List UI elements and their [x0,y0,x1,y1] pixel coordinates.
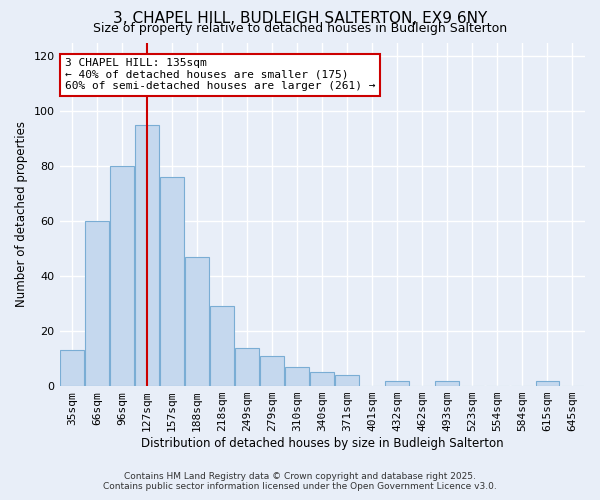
Bar [60,350,84,386]
Bar [210,306,234,386]
Bar [135,125,159,386]
Text: Size of property relative to detached houses in Budleigh Salterton: Size of property relative to detached ho… [93,22,507,35]
Text: Contains HM Land Registry data © Crown copyright and database right 2025.
Contai: Contains HM Land Registry data © Crown c… [103,472,497,491]
Bar [160,177,184,386]
Bar [235,348,259,386]
Bar [310,372,334,386]
Bar [286,367,309,386]
X-axis label: Distribution of detached houses by size in Budleigh Salterton: Distribution of detached houses by size … [141,437,503,450]
Bar [85,221,109,386]
Bar [385,380,409,386]
Bar [185,257,209,386]
Bar [436,380,459,386]
Text: 3, CHAPEL HILL, BUDLEIGH SALTERTON, EX9 6NY: 3, CHAPEL HILL, BUDLEIGH SALTERTON, EX9 … [113,11,487,26]
Y-axis label: Number of detached properties: Number of detached properties [15,122,28,308]
Bar [110,166,134,386]
Text: 3 CHAPEL HILL: 135sqm
← 40% of detached houses are smaller (175)
60% of semi-det: 3 CHAPEL HILL: 135sqm ← 40% of detached … [65,58,375,91]
Bar [335,375,359,386]
Bar [260,356,284,386]
Bar [536,380,559,386]
